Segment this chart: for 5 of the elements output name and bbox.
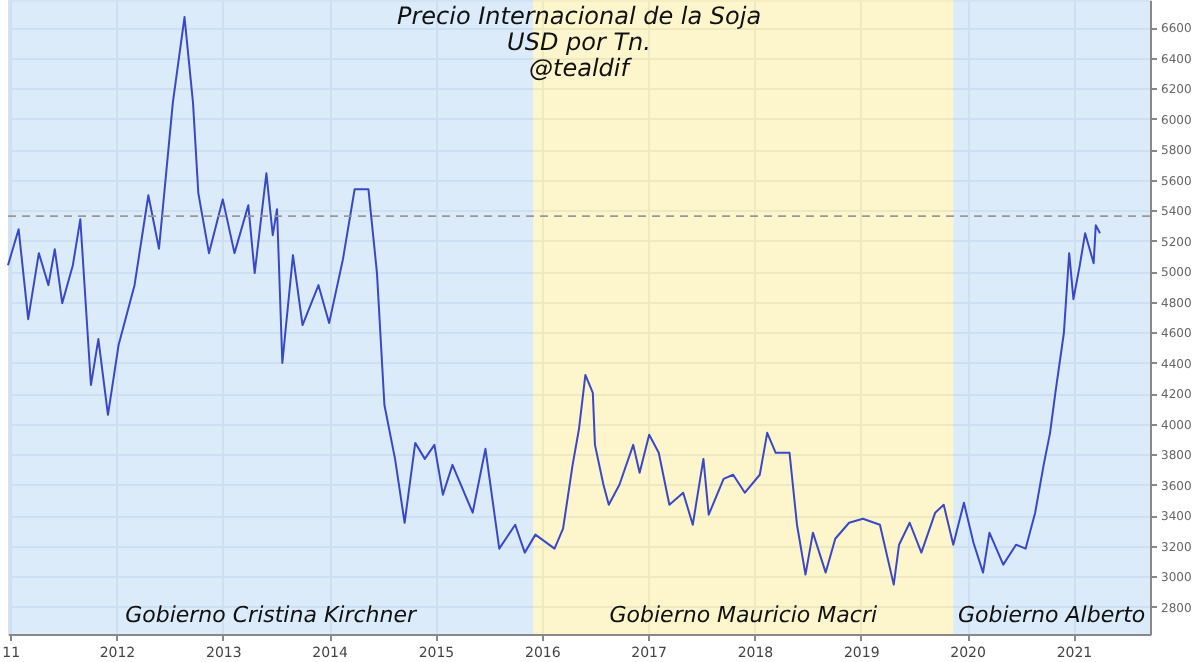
band-label: Gobierno Cristina Kirchner xyxy=(125,602,419,628)
band-label: Gobierno Alberto xyxy=(957,602,1146,628)
band-label: Gobierno Mauricio Macri xyxy=(609,602,878,628)
text: USD por Tn. @tealdif xyxy=(507,28,651,82)
chart-title: Precio Internacional de la Soja xyxy=(396,2,762,30)
